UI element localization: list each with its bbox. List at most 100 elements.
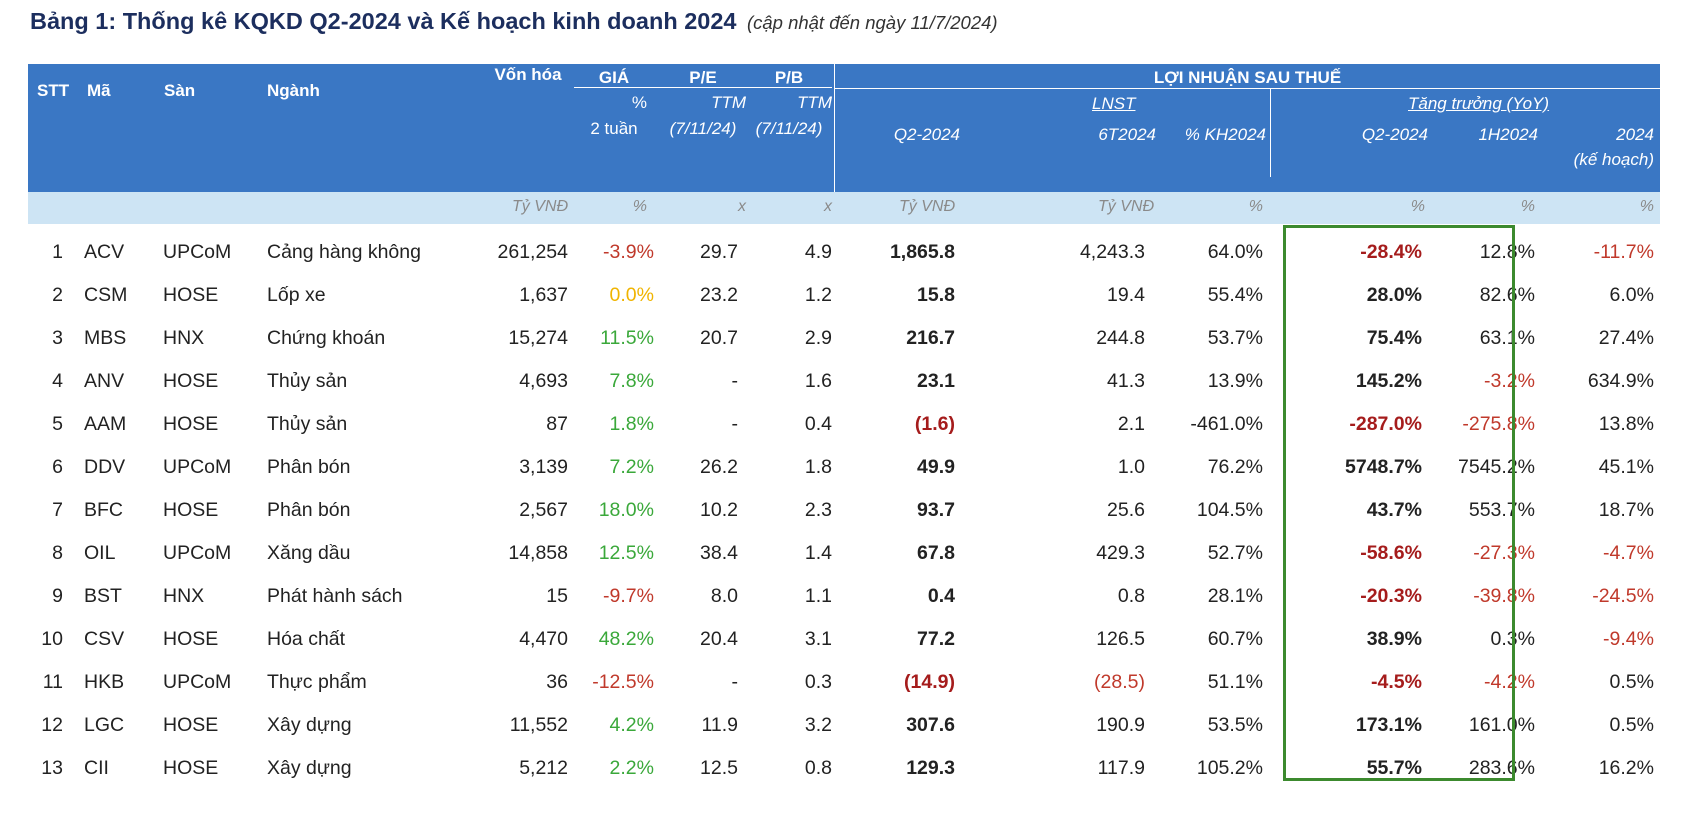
cell-pe: 8.0 <box>710 585 738 607</box>
cell-tt-1h: -4.2% <box>1484 671 1535 693</box>
cell-q2: (1.6) <box>914 413 955 435</box>
cell-tt-2024: -9.4% <box>1603 628 1654 650</box>
cell-pe: - <box>731 671 739 693</box>
cell-von-hoa: 14,858 <box>508 542 568 564</box>
cell-kh: 13.9% <box>1207 370 1263 392</box>
cell-tt-q2: -4.5% <box>1371 671 1422 693</box>
cell-pe: 26.2 <box>700 456 738 478</box>
cell-stt: 9 <box>52 585 63 607</box>
cell-tt-q2: 145.2% <box>1355 370 1422 392</box>
cell-q2: 1,865.8 <box>889 241 955 263</box>
cell-kh: 60.7% <box>1207 628 1263 650</box>
cell-nganh: Thủy sản <box>267 370 348 392</box>
cell-pe: 11.9 <box>701 714 738 736</box>
header-pb: P/B <box>774 68 804 87</box>
cell-tt-2024: 6.0% <box>1609 284 1654 306</box>
header-pb-sub2: (7/11/24) <box>755 119 823 138</box>
cell-pe: - <box>731 370 739 392</box>
cell-ma: CSM <box>84 284 128 306</box>
cell-tt-1h: 12.8% <box>1479 241 1535 263</box>
table-title-main: Bảng 1: Thống kê KQKD Q2-2024 và Kế hoạc… <box>30 8 737 34</box>
cell-stt: 2 <box>52 284 63 306</box>
cell-pb: 1.6 <box>804 370 832 392</box>
cell-tt-2024: 13.8% <box>1598 413 1654 435</box>
cell-nganh: Hóa chất <box>267 628 346 650</box>
cell-stt: 7 <box>52 499 63 521</box>
cell-tt-2024: 45.1% <box>1598 456 1654 478</box>
cell-gia: -3.9% <box>603 241 654 263</box>
cell-t6: 19.4 <box>1107 284 1145 306</box>
cell-tt-1h: -39.8% <box>1473 585 1535 607</box>
unit-tt-q2: % <box>1410 198 1425 215</box>
cell-kh: -461.0% <box>1190 413 1263 435</box>
cell-pb: 2.9 <box>804 327 832 349</box>
unit-6t: Tỷ VNĐ <box>1098 198 1154 215</box>
header-von-hoa: Vốn hóa <box>494 65 562 84</box>
table-row: 9 BST HNX Phát hành sách 15 -9.7% 8.0 1.1 0.4 0.8… <box>28 576 1660 619</box>
cell-stt: 12 <box>41 714 63 736</box>
cell-kh: 105.2% <box>1196 757 1263 779</box>
header-lnst-group: LỢI NHUẬN SAU THUẾ <box>1153 68 1342 87</box>
cell-von-hoa: 15,274 <box>508 327 568 349</box>
cell-nganh: Phát hành sách <box>267 585 403 607</box>
cell-gia: 7.8% <box>609 370 654 392</box>
header-pe: P/E <box>689 68 717 87</box>
cell-ma: ACV <box>84 241 125 263</box>
cell-gia: 11.5% <box>600 327 654 349</box>
cell-pb: 4.9 <box>804 241 832 263</box>
cell-gia: 48.2% <box>598 628 654 650</box>
cell-q2: 93.7 <box>917 499 955 521</box>
cell-san: UPCoM <box>163 671 232 693</box>
table-row: 7 BFC HOSE Phân bón 2,567 18.0% 10.2 2.3 93.7 25.… <box>28 490 1660 533</box>
cell-t6: 126.5 <box>1096 628 1145 650</box>
cell-von-hoa: 4,693 <box>519 370 568 392</box>
cell-nganh: Thực phẩm <box>267 671 367 693</box>
cell-san: HOSE <box>163 714 219 736</box>
cell-t6: 1.0 <box>1117 456 1145 478</box>
unit-q2: Tỷ VNĐ <box>899 198 955 215</box>
cell-von-hoa: 15 <box>546 585 568 607</box>
table-row: 12 LGC HOSE Xây dựng 11,552 4.2% 11.9 3.2 307.6 1… <box>28 705 1660 748</box>
cell-von-hoa: 3,139 <box>519 456 568 478</box>
cell-kh: 28.1% <box>1207 585 1263 607</box>
cell-san: HOSE <box>163 370 219 392</box>
table-row: 10 CSV HOSE Hóa chất 4,470 48.2% 20.4 3.1 77.2 12… <box>28 619 1660 662</box>
header-pe-sub2: (7/11/24) <box>669 119 737 138</box>
cell-von-hoa: 1,637 <box>519 284 568 306</box>
cell-nganh: Lốp xe <box>267 284 326 306</box>
cell-kh: 104.5% <box>1196 499 1263 521</box>
cell-san: HNX <box>163 585 205 607</box>
header-san: Sàn <box>164 81 196 100</box>
header-kh2024: % KH2024 <box>1184 125 1266 144</box>
cell-gia: -9.7% <box>603 585 654 607</box>
cell-tt-2024: -24.5% <box>1592 585 1654 607</box>
cell-t6: 429.3 <box>1096 542 1145 564</box>
cell-tt-1h: 553.7% <box>1468 499 1535 521</box>
cell-san: HOSE <box>163 413 219 435</box>
cell-stt: 5 <box>52 413 63 435</box>
cell-q2: 129.3 <box>906 757 955 779</box>
cell-q2: 49.9 <box>917 456 955 478</box>
cell-tt-2024: 0.5% <box>1609 671 1654 693</box>
cell-pe: 23.2 <box>700 284 738 306</box>
cell-gia: 4.2% <box>609 714 654 736</box>
cell-san: HNX <box>163 327 205 349</box>
cell-tt-1h: 0.3% <box>1490 628 1535 650</box>
cell-tt-q2: -20.3% <box>1360 585 1422 607</box>
cell-t6: 25.6 <box>1107 499 1145 521</box>
cell-kh: 53.7% <box>1207 327 1263 349</box>
cell-pb: 3.1 <box>804 628 832 650</box>
cell-pb: 2.3 <box>804 499 832 521</box>
table-row: 8 OIL UPCoM Xăng dầu 14,858 12.5% 38.4 1.4 67.8 4… <box>28 533 1660 576</box>
cell-von-hoa: 87 <box>546 413 568 435</box>
header-divider <box>1270 89 1271 177</box>
cell-gia: -12.5% <box>592 671 654 693</box>
cell-pb: 1.1 <box>804 585 832 607</box>
cell-nganh: Phân bón <box>267 456 351 478</box>
table-header: STT Mã Sàn Ngành Vốn hóa GIÁ % 2 tuần P/… <box>28 64 1660 192</box>
cell-tt-q2: 28.0% <box>1366 284 1422 306</box>
cell-ma: BST <box>84 585 122 607</box>
cell-tt-1h: 82.6% <box>1479 284 1535 306</box>
cell-san: HOSE <box>163 757 219 779</box>
header-tt-q2-2024: Q2-2024 <box>1361 125 1428 144</box>
